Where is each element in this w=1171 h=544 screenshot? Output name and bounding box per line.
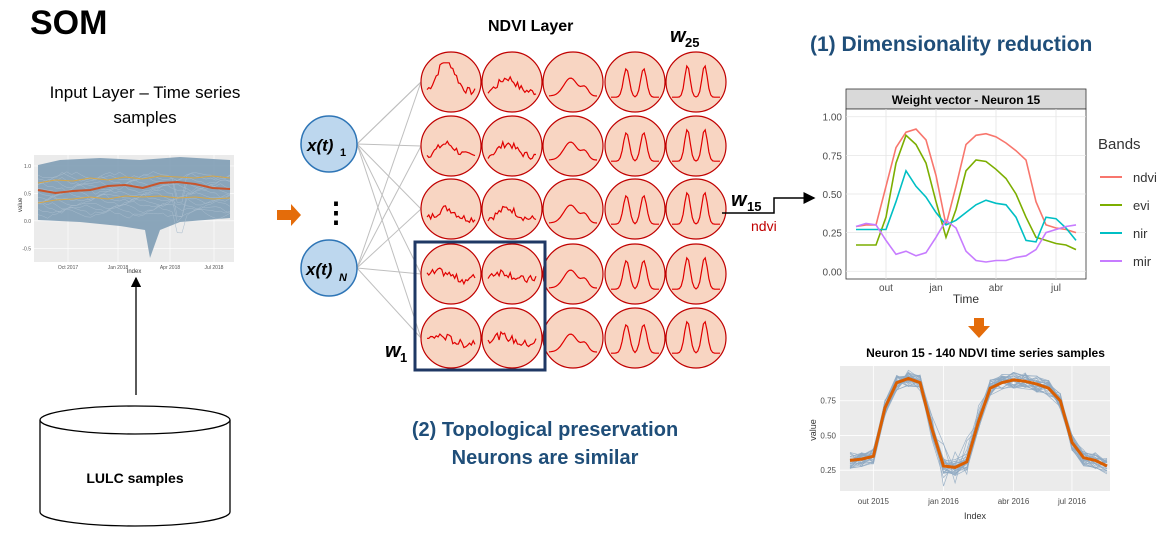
weight-chart-xtick: jul xyxy=(1050,283,1061,294)
weight-label-w1: w 1 xyxy=(385,340,407,365)
neuron-1-2 xyxy=(482,52,542,112)
neuron-4-3 xyxy=(543,244,603,304)
weight-chart-legend: ndvi evi nir mir xyxy=(1100,170,1157,269)
neuron-5-4 xyxy=(605,308,665,368)
neuron-grid xyxy=(421,52,726,368)
samples-chart-ytick: 0.50 xyxy=(820,431,836,440)
samples-chart-xtick: out 2015 xyxy=(858,497,890,506)
input-samples-chart: value Index 1.0 0.5 0.0 -0.5 Oct 2017 Jan 201… xyxy=(18,155,234,275)
svg-text:1: 1 xyxy=(400,350,407,365)
connection-lines xyxy=(357,82,421,338)
weight-chart-xtick: jan xyxy=(928,283,942,294)
ndvi-samples-chart: 0.25 0.50 0.75 out 2015 jan 2016 abr 2016 jul … xyxy=(808,366,1110,521)
input-node-top: x(t) 1 xyxy=(301,116,357,172)
svg-text:15: 15 xyxy=(747,199,761,214)
weight-chart-title: Weight vector - Neuron 15 xyxy=(892,93,1041,107)
input-chart-ytick: 0.0 xyxy=(24,219,31,225)
lulc-database-icon xyxy=(40,406,230,526)
input-chart-ytick: 1.0 xyxy=(24,164,31,170)
neuron-3-4 xyxy=(605,179,665,239)
neuron-2-3 xyxy=(543,116,603,176)
input-chart-ytick: -0.5 xyxy=(22,246,31,252)
input-node-bottom: x(t) N xyxy=(301,240,357,296)
input-node-bottom-sub: N xyxy=(339,272,348,284)
neuron-1-3 xyxy=(543,52,603,112)
weight-vector-chart: Weight vector - Neuron 15 0.00 0.25 0.50 0.… xyxy=(823,89,1157,306)
weight-chart-xtick: abr xyxy=(989,283,1004,294)
legend-label-evi: evi xyxy=(1133,198,1150,213)
legend-label-nir: nir xyxy=(1133,226,1148,241)
neuron-3-3 xyxy=(543,179,603,239)
input-node-ellipsis: ⋮ xyxy=(322,197,350,228)
weight-chart-ytick: 0.50 xyxy=(823,190,843,201)
orange-arrow-down xyxy=(968,318,990,338)
neuron-1-5 xyxy=(666,52,726,112)
weight-chart-xlabel: Time xyxy=(953,292,980,306)
neuron-3-5 xyxy=(666,179,726,239)
input-node-top-label: x(t) xyxy=(306,136,334,155)
neuron-2-1 xyxy=(421,116,481,176)
legend-label-mir: mir xyxy=(1133,254,1152,269)
neuron-4-5 xyxy=(666,244,726,304)
input-chart-xtick: Jul 2018 xyxy=(205,265,224,271)
samples-chart-ytick: 0.25 xyxy=(820,466,836,475)
neuron-2-4 xyxy=(605,116,665,176)
weight-label-w15: w 15 xyxy=(731,189,761,214)
input-chart-ylabel: value xyxy=(18,197,24,212)
neuron-2-2 xyxy=(482,116,542,176)
neuron-4-1 xyxy=(421,244,481,304)
input-chart-ytick: 0.5 xyxy=(24,191,31,197)
samples-chart-xtick: jul 2016 xyxy=(1057,497,1087,506)
weight-chart-ytick: 0.75 xyxy=(823,151,843,162)
neuron-1-4 xyxy=(605,52,665,112)
neuron-4-2 xyxy=(482,244,542,304)
input-node-bottom-label: x(t) xyxy=(305,260,333,279)
neuron-1-1 xyxy=(421,52,481,112)
neuron-2-5 xyxy=(666,116,726,176)
weight-chart-xtick: out xyxy=(879,283,893,294)
input-chart-xtick: Oct 2017 xyxy=(58,265,79,271)
weight-label-w25: w 25 xyxy=(670,25,699,50)
samples-chart-ylabel: value xyxy=(808,419,818,441)
neuron-4-4 xyxy=(605,244,665,304)
weight-chart-ytick: 1.00 xyxy=(823,113,843,124)
neuron-3-1 xyxy=(421,179,481,239)
neuron-5-1 xyxy=(421,308,481,368)
neuron-5-5 xyxy=(666,308,726,368)
input-node-top-sub: 1 xyxy=(340,147,346,159)
neuron-5-2 xyxy=(482,308,542,368)
weight-chart-ytick: 0.25 xyxy=(823,229,843,240)
legend-label-ndvi: ndvi xyxy=(1133,170,1157,185)
orange-arrow-right xyxy=(277,204,301,226)
samples-chart-ytick: 0.75 xyxy=(820,397,836,406)
lulc-samples-label: LULC samples xyxy=(40,470,230,486)
svg-text:w: w xyxy=(731,189,748,211)
samples-chart-xtick: jan 2016 xyxy=(927,497,959,506)
neuron-5-3 xyxy=(543,308,603,368)
samples-chart-xlabel: Index xyxy=(964,511,987,521)
input-chart-xtick: Jan 2018 xyxy=(108,265,129,271)
weight-chart-legend-title: Bands xyxy=(1098,136,1141,153)
w15-ndvi-tag: ndvi xyxy=(751,218,777,234)
input-chart-xtick: Apr 2018 xyxy=(160,265,181,271)
input-chart-xlabel: Index xyxy=(127,269,142,275)
svg-text:25: 25 xyxy=(685,35,699,50)
samples-chart-xtick: abr 2016 xyxy=(998,497,1030,506)
neuron-3-2 xyxy=(482,179,542,239)
weight-chart-ytick: 0.00 xyxy=(823,267,843,278)
